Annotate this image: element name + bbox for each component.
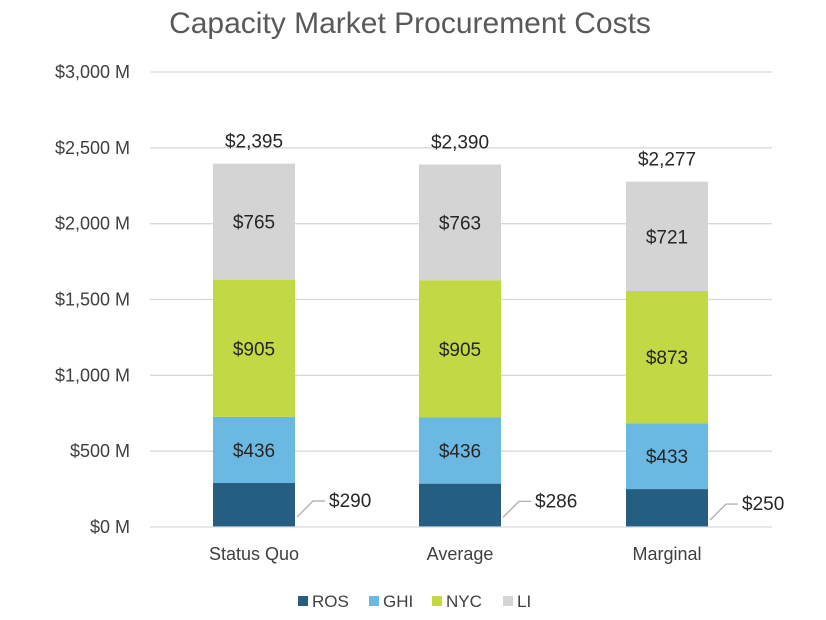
data-label-nyc: $905 [439, 340, 481, 361]
data-label-ghi: $436 [439, 442, 481, 463]
legend-label-ros: ROS [312, 592, 349, 611]
bars: $290 $436 $905 $765 $2,395 $286 $436 $905 $763 $2… [213, 132, 784, 527]
data-label-ros: $290 [329, 491, 371, 512]
bar-segment-ghi [213, 416, 295, 484]
legend-label-ghi: GHI [383, 592, 413, 611]
legend-label-li: LI [517, 592, 531, 611]
x-axis: Status Quo Average Marginal [150, 526, 772, 564]
data-label-ghi: $433 [646, 447, 688, 468]
bar-segment-ghi [419, 417, 501, 484]
bar-segment-li [626, 181, 708, 292]
data-label-nyc: $905 [233, 339, 275, 360]
total-label: $2,277 [638, 150, 696, 171]
x-tick-label: Average [427, 544, 494, 564]
data-label-ros: $250 [742, 494, 784, 515]
data-label-leader-line [296, 500, 325, 518]
total-label: $2,395 [225, 132, 283, 153]
data-label-ghi: $436 [233, 441, 275, 462]
y-tick-label: $0 M [90, 517, 130, 537]
bar-segment-nyc [419, 280, 501, 418]
x-tick-label: Marginal [632, 544, 701, 564]
bar-segment-li [419, 164, 501, 281]
bar-segment-ghi [626, 423, 708, 490]
data-label-leader-line [502, 500, 531, 518]
y-tick-label: $3,000 M [55, 62, 130, 82]
y-tick-label: $2,500 M [55, 138, 130, 158]
chart-title: Capacity Market Procurement Costs [169, 7, 651, 40]
bar-segment-li [213, 163, 295, 280]
data-label-li: $765 [233, 213, 275, 234]
data-label-nyc: $873 [646, 348, 688, 369]
data-label-ros: $286 [535, 491, 577, 512]
legend-label-nyc: NYC [446, 592, 482, 611]
data-label-leader-line [709, 503, 738, 521]
y-tick-label: $500 M [70, 441, 130, 461]
legend-swatch-nyc [432, 596, 442, 606]
y-axis: $0 M $500 M $1,000 M $1,500 M $2,000 M $2,500… [55, 62, 130, 537]
bar-segment-ros [626, 489, 708, 527]
legend-swatch-ghi [369, 596, 379, 606]
data-label-li: $763 [439, 213, 481, 234]
legend: ROS GHI NYC LI [298, 592, 531, 611]
legend-swatch-ros [298, 596, 308, 606]
y-tick-label: $1,000 M [55, 365, 130, 385]
x-tick-label: Status Quo [209, 544, 299, 564]
y-tick-label: $2,000 M [55, 214, 130, 234]
y-tick-label: $1,500 M [55, 290, 130, 310]
bar-segment-ros [419, 483, 501, 527]
bar-segment-ros [213, 483, 295, 527]
legend-swatch-li [503, 596, 513, 606]
bar-segment-nyc [626, 291, 708, 424]
total-label: $2,390 [431, 133, 489, 154]
bar-segment-nyc [213, 279, 295, 417]
data-label-li: $721 [646, 227, 688, 248]
